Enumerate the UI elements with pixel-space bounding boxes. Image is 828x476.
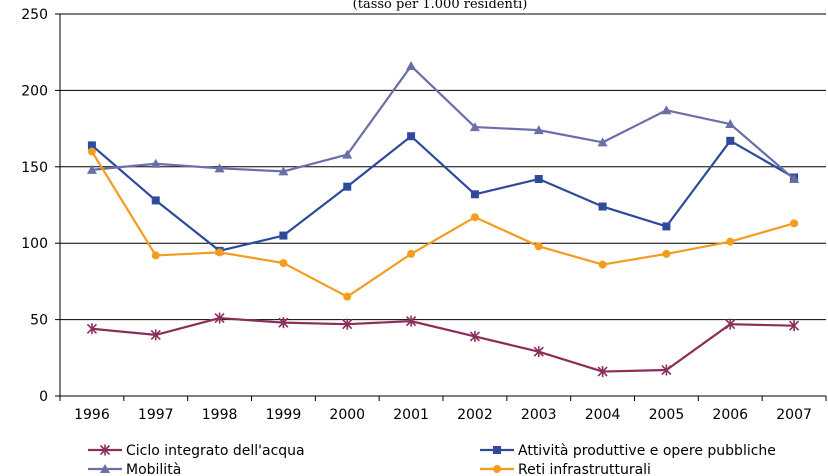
data-point [789, 320, 800, 332]
data-point [343, 292, 352, 301]
x-tick-label: 2002 [457, 407, 493, 423]
data-point [214, 163, 225, 173]
data-point [150, 158, 161, 168]
data-point [662, 222, 671, 231]
data-point [278, 166, 289, 176]
x-tick-label: 2000 [329, 407, 365, 423]
y-tick-label: 50 [30, 313, 48, 329]
x-tick-label: 1996 [74, 407, 110, 423]
legend-item: Attività produttive e opere pubbliche [480, 443, 776, 459]
data-point [87, 147, 96, 156]
data-point [406, 60, 417, 70]
chart-title: (tasso per 1.000 residenti) [353, 0, 528, 12]
y-tick-label: 150 [21, 160, 48, 176]
data-point [278, 317, 289, 329]
data-point [534, 242, 543, 251]
series-line [90, 150, 795, 298]
x-tick-label: 2006 [712, 407, 748, 423]
data-point [598, 260, 607, 269]
legend-label: Ciclo integrato dell'acqua [126, 443, 305, 459]
data-point [726, 136, 735, 145]
legend-label: Attività produttive e opere pubbliche [518, 443, 776, 459]
data-point [215, 248, 224, 257]
data-point [533, 125, 544, 135]
data-point [342, 149, 353, 159]
data-point [150, 329, 161, 341]
x-tick-label: 2001 [393, 407, 429, 423]
data-point [343, 182, 352, 191]
legend-marker [99, 444, 111, 456]
series-2 [86, 60, 800, 184]
data-point [789, 174, 800, 184]
data-point [406, 315, 417, 327]
data-point [151, 251, 160, 260]
data-point [470, 190, 479, 199]
x-tick-label: 2005 [649, 407, 685, 423]
series-line [91, 135, 795, 252]
data-point [407, 132, 416, 141]
data-point [790, 219, 799, 228]
x-tick-label: 1998 [202, 407, 238, 423]
data-point [407, 249, 416, 258]
y-tick-label: 250 [21, 7, 48, 23]
data-point [214, 312, 225, 324]
x-tick-label: 2007 [776, 407, 812, 423]
data-point [534, 175, 543, 184]
x-axis-ticks: 1996 1997 1998 1999 2000 2001 2002 2003 2004 2005… [59, 396, 827, 423]
legend-item: Ciclo integrato dell'acqua [88, 443, 305, 459]
data-point [86, 323, 97, 335]
data-point [725, 119, 736, 129]
y-tick-label: 100 [21, 236, 48, 252]
x-tick-label: 1997 [138, 407, 174, 423]
y-axis-ticks: 0 50 100 150 200 250 [21, 7, 60, 405]
legend-label: Mobilità [126, 462, 181, 476]
legend-marker [493, 465, 501, 473]
data-point [725, 318, 736, 330]
data-point [279, 259, 288, 268]
data-point [726, 237, 735, 246]
data-point [151, 196, 160, 205]
series-line [91, 64, 795, 180]
y-tick-label: 0 [39, 389, 48, 405]
series-3 [87, 147, 799, 301]
data-point [87, 141, 96, 150]
legend: Ciclo integrato dell'acqua Attività produ… [88, 443, 776, 476]
legend-label: Reti infrastrutturali [518, 462, 651, 476]
legend-item: Reti infrastrutturali [480, 462, 651, 476]
data-point [469, 122, 480, 132]
legend-marker [100, 464, 110, 473]
series-group [86, 60, 800, 378]
data-point [469, 330, 480, 342]
data-point [661, 105, 672, 115]
data-point [533, 346, 544, 358]
data-point [279, 231, 288, 240]
series-line [91, 316, 795, 373]
data-point [598, 202, 607, 211]
data-point [470, 213, 479, 222]
legend-marker [493, 446, 501, 454]
y-tick-label: 200 [21, 83, 48, 99]
data-point [342, 318, 353, 330]
series-0 [86, 312, 800, 378]
data-point [661, 364, 672, 376]
data-point [86, 164, 97, 174]
data-point [597, 137, 608, 147]
x-tick-label: 2004 [585, 407, 621, 423]
data-point [662, 249, 671, 258]
x-tick-label: 2003 [521, 407, 557, 423]
legend-item: Mobilità [88, 462, 181, 476]
x-tick-label: 1999 [266, 407, 302, 423]
data-point [597, 366, 608, 378]
